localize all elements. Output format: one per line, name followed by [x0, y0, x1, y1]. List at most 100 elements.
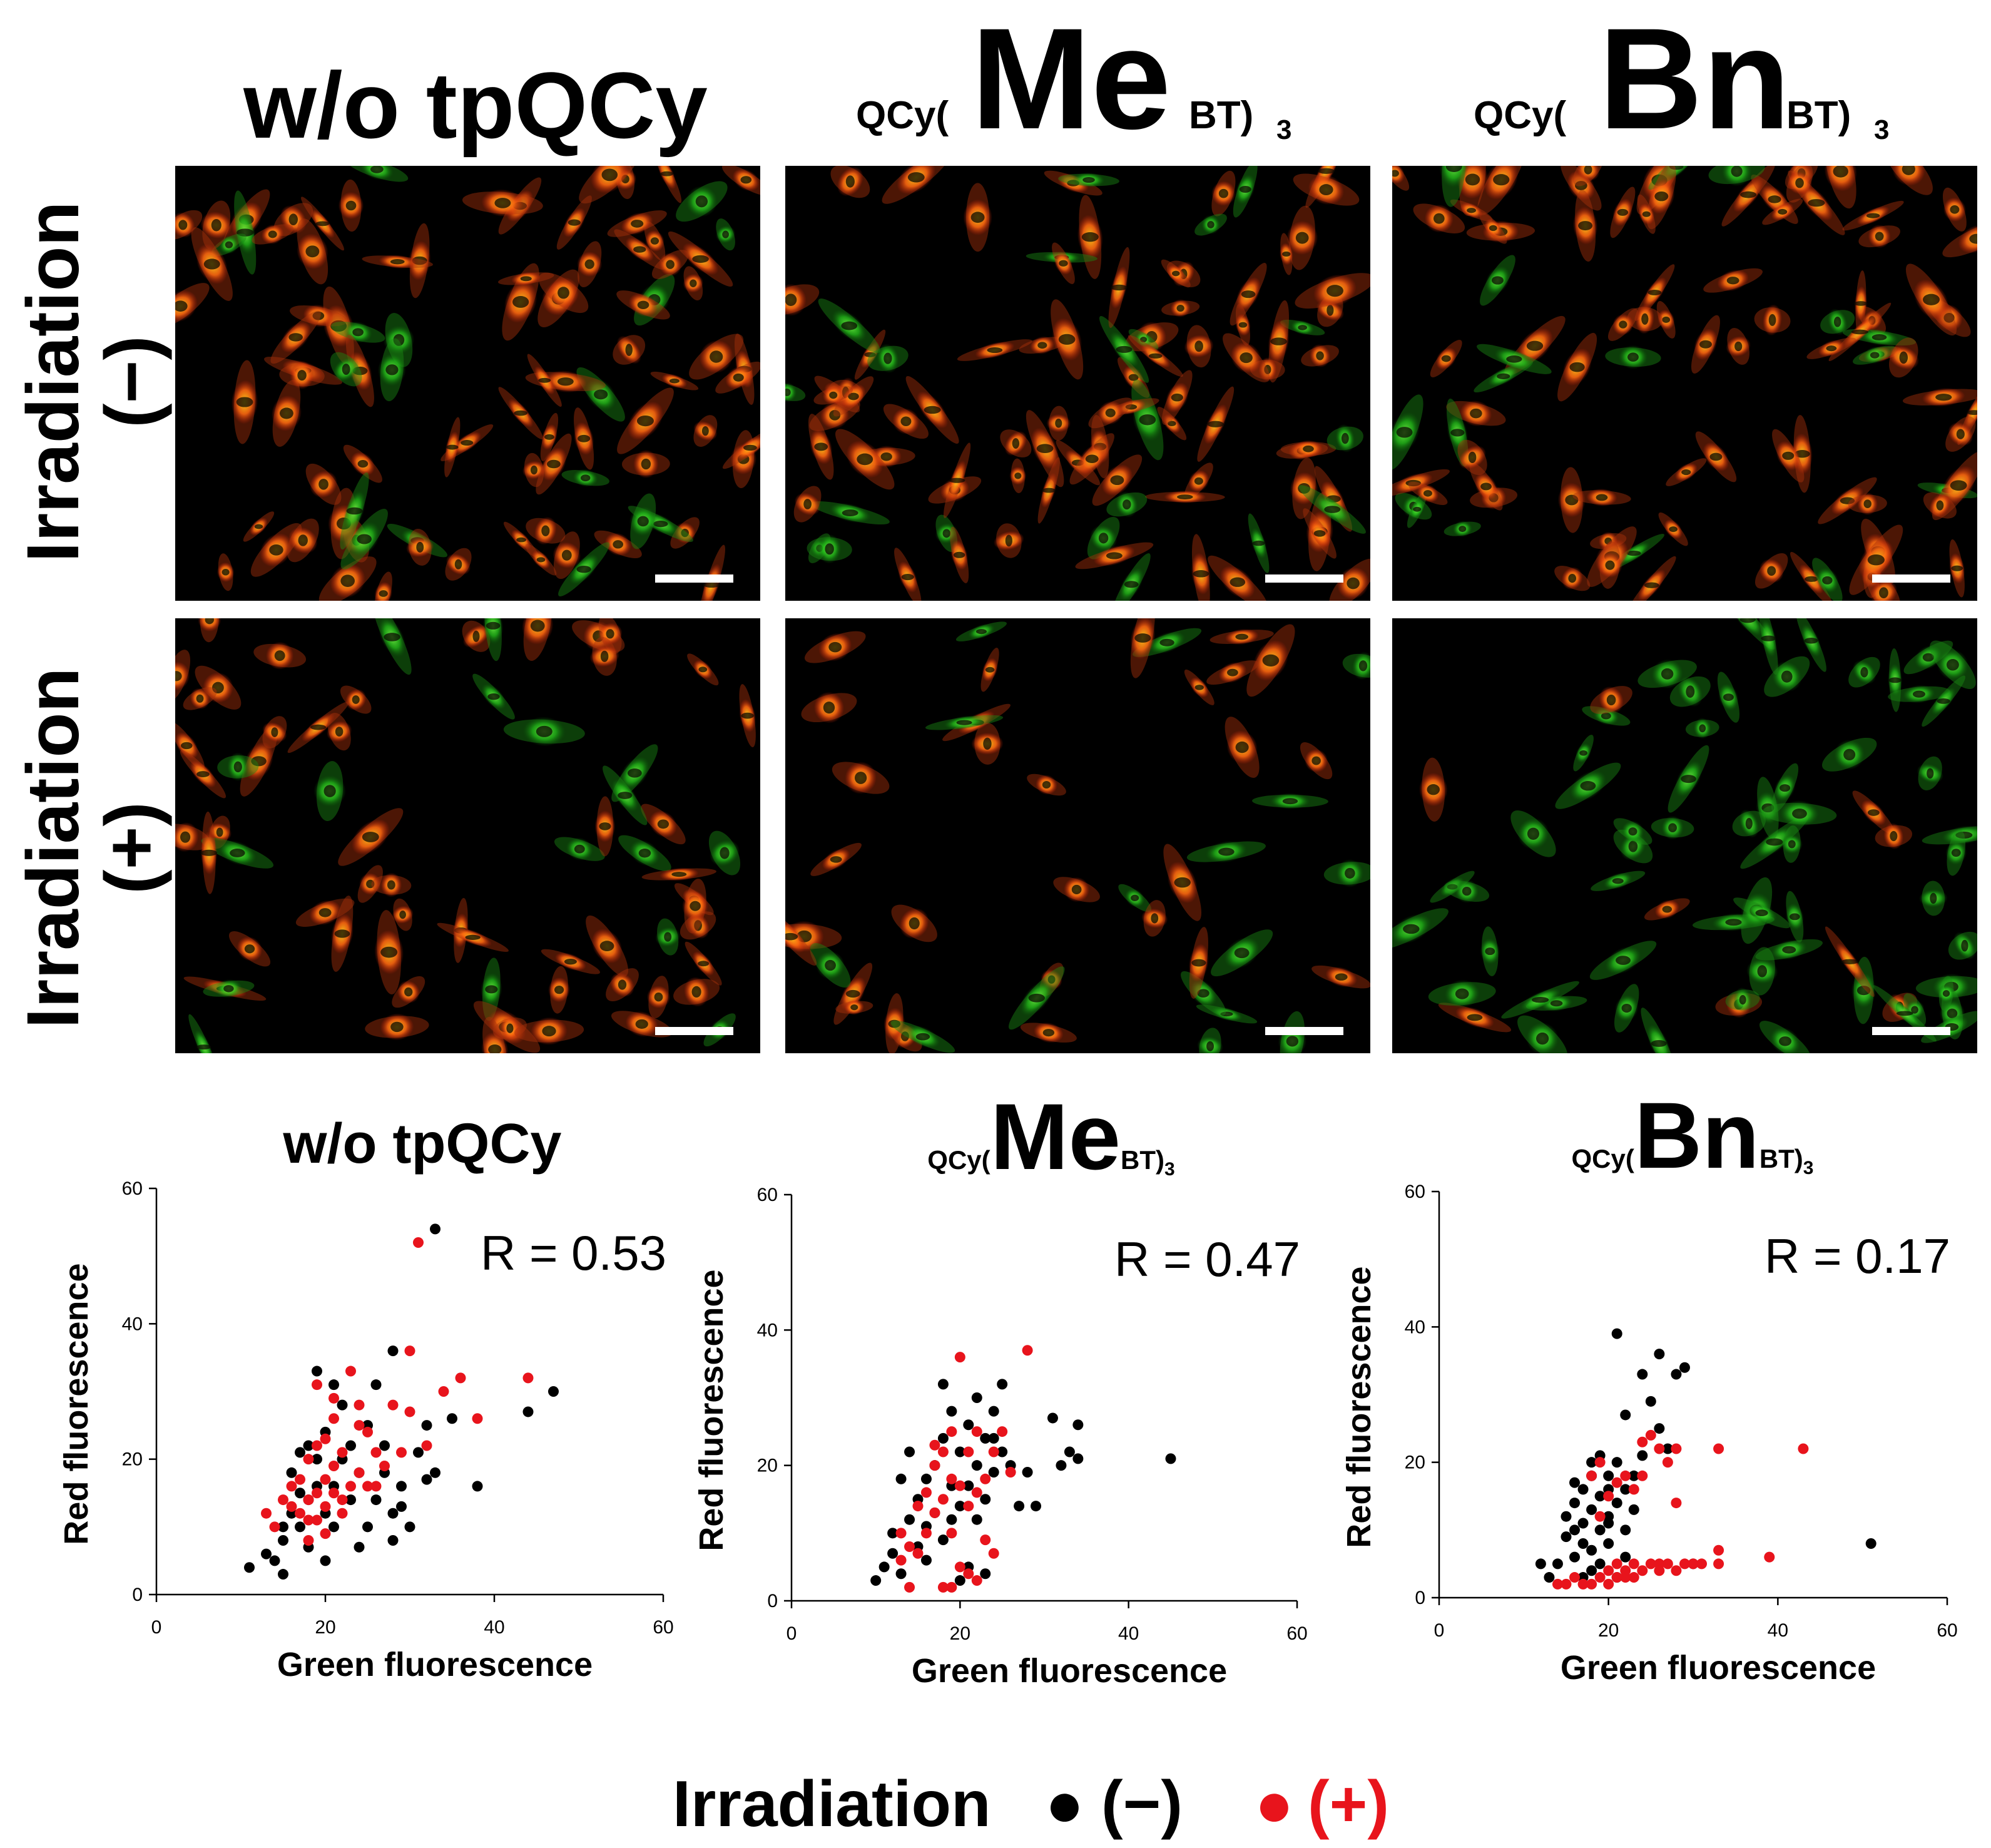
- data-point: [988, 1548, 999, 1559]
- cell-nucleus: [698, 961, 710, 967]
- data-point: [954, 1352, 965, 1363]
- cell-nucleus: [1805, 576, 1818, 582]
- data-point: [1552, 1578, 1563, 1590]
- data-point: [1654, 1558, 1665, 1570]
- cell-nucleus: [1942, 990, 1950, 997]
- data-point: [1662, 1457, 1673, 1468]
- cell-nucleus: [1167, 421, 1176, 427]
- cell-nucleus: [1176, 305, 1184, 312]
- data-point: [1544, 1572, 1555, 1583]
- cell-nucleus: [1782, 451, 1795, 460]
- data-point: [278, 1521, 288, 1533]
- cell-nucleus: [1445, 166, 1462, 172]
- scale-bar: [1265, 574, 1343, 583]
- cell-nucleus: [1833, 166, 1848, 178]
- cell-nucleus: [1951, 565, 1963, 571]
- cell-nucleus: [1028, 993, 1045, 1003]
- cell-nucleus: [613, 540, 624, 549]
- cell-nucleus: [1240, 352, 1253, 364]
- cell-nucleus: [1626, 550, 1641, 556]
- data-point: [946, 1514, 957, 1525]
- panel-title-col-1: QCy( Me BT) 3: [856, 0, 1291, 159]
- cell-nucleus: [1740, 191, 1757, 198]
- cell-nucleus: [1699, 724, 1706, 733]
- data-point: [937, 1494, 949, 1505]
- data-point: [1637, 1369, 1648, 1380]
- cell-nucleus: [1808, 199, 1825, 207]
- data-point: [320, 1474, 331, 1485]
- cell-nucleus: [530, 465, 537, 475]
- panel-title-col-2: QCy( Bn BT) 3: [1474, 0, 1889, 159]
- data-point: [354, 1467, 365, 1478]
- cell-nucleus: [1969, 233, 1977, 244]
- cell-nucleus: [842, 509, 858, 517]
- cell-nucleus: [1779, 784, 1791, 792]
- cell-nucleus: [175, 300, 188, 312]
- cell-nucleus: [216, 827, 223, 837]
- cell-nucleus: [1768, 314, 1776, 326]
- cell-nucleus: [1282, 251, 1291, 257]
- cell-nucleus: [825, 959, 836, 971]
- cell-nucleus: [681, 528, 689, 538]
- data-point: [963, 1501, 974, 1512]
- data-point: [920, 1487, 932, 1498]
- cell-nucleus: [1768, 195, 1781, 203]
- data-point: [1628, 1484, 1639, 1495]
- data-point: [1620, 1551, 1631, 1563]
- cell-nucleus: [1235, 741, 1249, 753]
- scatter-plot-2: QCy(BnBT)3 0 20 40 60 0 20 40 60 Green fluorescen…: [1340, 1083, 1958, 1687]
- cell-nucleus: [1840, 497, 1855, 504]
- cell-nucleus: [1151, 913, 1159, 924]
- data-point: [1569, 1477, 1581, 1488]
- panel-title-main: Bn: [1599, 0, 1791, 159]
- data-point: [1552, 1558, 1563, 1570]
- cell-nucleus: [1238, 322, 1248, 328]
- cell-nucleus: [1669, 166, 1684, 170]
- data-point: [320, 1501, 331, 1512]
- x-tick-label: 40: [1118, 1623, 1139, 1644]
- cell-nucleus: [1303, 445, 1314, 452]
- cell-nucleus: [666, 260, 675, 269]
- cell-nucleus: [741, 712, 754, 719]
- scatter-title: w/o tpQCy: [283, 1113, 562, 1175]
- cell-nucleus: [701, 426, 709, 436]
- panel-title-subscript: 3: [1276, 115, 1291, 145]
- data-point: [1611, 1558, 1622, 1570]
- cell-nucleus: [949, 477, 965, 483]
- data-point: [920, 1473, 932, 1484]
- cell-nucleus: [520, 276, 532, 282]
- cell-nucleus: [1628, 827, 1637, 836]
- data-point: [1594, 1457, 1606, 1468]
- cell-nucleus: [1967, 410, 1977, 416]
- data-point: [328, 1392, 339, 1404]
- data-point: [1586, 1578, 1597, 1590]
- cell-nucleus: [975, 629, 987, 635]
- data-point: [421, 1420, 432, 1431]
- data-point: [404, 1345, 415, 1357]
- cell-nucleus: [506, 1023, 514, 1033]
- cell-nucleus: [690, 279, 697, 287]
- cell-nucleus: [390, 1021, 404, 1033]
- data-point: [522, 1372, 534, 1384]
- cell-nucleus: [1316, 351, 1324, 360]
- cell-nucleus: [271, 727, 278, 737]
- data-point: [1645, 1429, 1656, 1441]
- cell-nucleus: [660, 171, 674, 176]
- cell-nucleus: [203, 258, 220, 270]
- series-plus: [1552, 1429, 1809, 1590]
- data-point: [295, 1447, 305, 1458]
- cell-nucleus: [1584, 166, 1592, 175]
- cell-nucleus: [1767, 566, 1776, 576]
- cell-field: [1392, 618, 1977, 1053]
- data-point: [1064, 1446, 1075, 1457]
- cell-nucleus: [1174, 877, 1191, 888]
- x-tick-label: 60: [1286, 1623, 1307, 1644]
- data-point: [303, 1514, 314, 1526]
- panel-title-main: Me: [971, 0, 1171, 159]
- data-point: [379, 1460, 390, 1471]
- data-point: [988, 1446, 999, 1457]
- legend-text-minus: (−): [1101, 1768, 1183, 1840]
- data-point: [320, 1528, 331, 1539]
- data-point: [1569, 1572, 1581, 1583]
- cell-nucleus: [1467, 1014, 1483, 1021]
